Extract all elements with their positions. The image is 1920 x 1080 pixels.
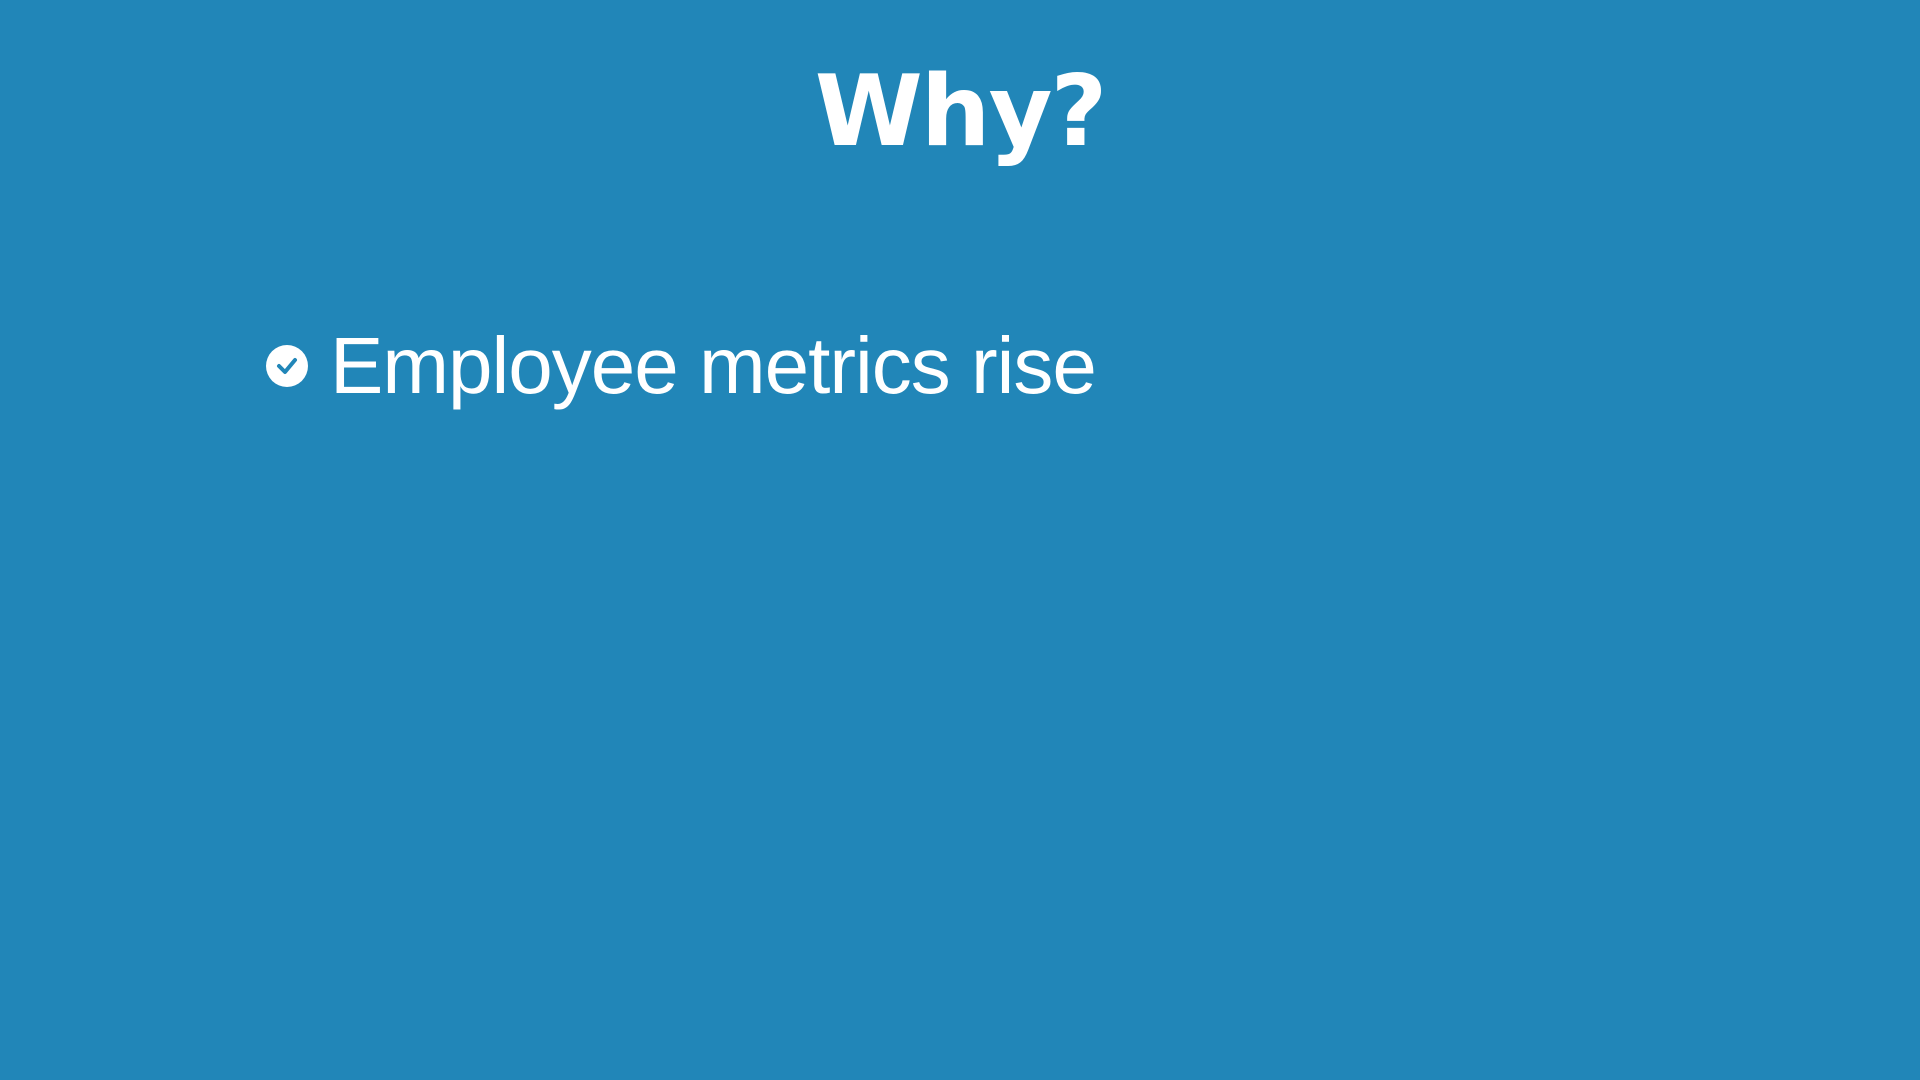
slide-title: Why? bbox=[814, 55, 1108, 169]
bullet-text: Employee metrics rise bbox=[330, 321, 1097, 410]
bullet-list: Employee metrics rise bbox=[266, 316, 1097, 416]
bullet-item: Employee metrics rise bbox=[266, 316, 1097, 416]
check-circle-icon bbox=[266, 345, 308, 387]
